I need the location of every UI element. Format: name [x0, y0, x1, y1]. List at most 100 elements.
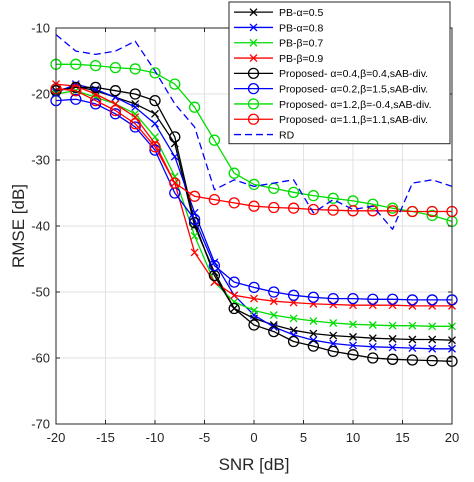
data-point — [89, 81, 102, 94]
legend-label: Proposed- α=0.2,β=1.5,sAB-div. — [279, 83, 428, 95]
data-point — [349, 320, 357, 329]
data-point — [89, 98, 102, 110]
data-point — [287, 186, 300, 198]
data-point — [208, 193, 221, 206]
data-point — [208, 134, 221, 146]
x-tick-label: -5 — [199, 430, 211, 445]
x-tick-label: 20 — [445, 430, 459, 445]
series-layer — [50, 34, 458, 367]
x-tick-label: -15 — [96, 430, 115, 445]
data-point — [70, 81, 82, 94]
x-tick-label: -20 — [47, 430, 66, 445]
data-point — [347, 349, 359, 361]
data-point — [228, 167, 240, 179]
legend-entry: RD — [234, 129, 295, 141]
data-point — [309, 336, 318, 345]
x-tick-label: 15 — [395, 430, 409, 445]
data-point — [388, 334, 397, 343]
x-tick-label: 5 — [300, 430, 307, 445]
x-tick-label: 10 — [346, 430, 360, 445]
data-point — [149, 67, 161, 79]
data-point — [287, 202, 300, 214]
y-tick-label: -40 — [31, 219, 50, 234]
data-point — [248, 178, 260, 191]
x-tick-label: -10 — [146, 430, 165, 445]
data-point — [307, 189, 320, 202]
series-9 — [55, 34, 453, 230]
data-point — [388, 321, 397, 330]
y-tick-label: -70 — [31, 417, 50, 432]
legend: PB-α=0.5 PB-α=0.8 PB-β=0.7 PB-β=0.9 Proposed… — [228, 1, 451, 145]
x-axis-label: SNR [dB] — [219, 455, 290, 474]
legend-label: PB-α=0.8 — [279, 22, 323, 34]
data-point — [386, 293, 399, 305]
data-point — [131, 103, 140, 112]
data-point — [149, 141, 161, 153]
legend-label: PB-α=0.5 — [279, 7, 323, 19]
data-point — [428, 322, 437, 331]
data-point — [367, 352, 379, 364]
data-point — [408, 344, 417, 353]
data-point — [408, 321, 417, 330]
data-point — [289, 314, 298, 323]
data-point — [406, 294, 419, 306]
data-point — [149, 94, 161, 107]
legend-entry: Proposed- α=0.4,β=0.4,sAB-div. — [234, 67, 428, 80]
data-point — [368, 301, 377, 310]
legend-marker — [249, 54, 258, 63]
data-point — [388, 301, 397, 310]
series-3 — [52, 86, 456, 331]
data-point — [386, 205, 399, 217]
data-point — [368, 342, 377, 351]
data-point — [70, 93, 82, 105]
data-point — [386, 202, 399, 214]
legend-entry: PB-β=0.9 — [234, 53, 323, 65]
data-point — [327, 192, 339, 204]
data-point — [386, 353, 399, 365]
data-point — [248, 281, 260, 294]
data-point — [327, 204, 339, 216]
legend-entry: PB-α=0.5 — [234, 7, 323, 19]
data-point — [109, 61, 122, 74]
data-point — [408, 335, 417, 344]
data-point — [329, 331, 338, 340]
data-point — [190, 248, 199, 257]
legend-label: PB-β=0.7 — [279, 38, 323, 50]
data-point — [309, 329, 318, 338]
data-point — [329, 339, 338, 348]
data-point — [228, 197, 240, 209]
legend-label: RD — [279, 129, 295, 141]
data-point — [228, 302, 240, 315]
legend-marker — [249, 38, 258, 47]
y-axis-label: RMSE [dB] — [9, 184, 28, 268]
data-point — [406, 354, 419, 366]
data-point — [89, 94, 102, 107]
series-5 — [50, 81, 458, 367]
x-tick-label: 0 — [250, 430, 257, 445]
data-point — [307, 291, 320, 303]
data-point — [428, 301, 437, 310]
legend-label: Proposed- α=1.1,β=1.1,sAB-div. — [279, 114, 428, 126]
data-point — [347, 292, 359, 305]
data-point — [329, 319, 338, 327]
axis-ticks: -20 -15 -10 -5 0 5 10 15 20-70-60-50-40-30-20-10 — [31, 21, 459, 446]
y-tick-label: -50 — [31, 285, 50, 300]
data-point — [388, 343, 397, 352]
y-tick-label: -20 — [31, 87, 50, 102]
data-point — [169, 78, 181, 90]
data-point — [367, 198, 379, 210]
data-point — [349, 332, 357, 341]
series-line — [55, 98, 452, 301]
data-point — [426, 209, 438, 222]
legend-label: Proposed- α=0.4,β=0.4,sAB-div. — [279, 68, 428, 80]
data-point — [268, 325, 280, 338]
data-point — [406, 205, 419, 218]
data-point — [208, 259, 221, 272]
data-point — [70, 85, 82, 97]
data-point — [368, 321, 377, 329]
legend-marker — [249, 8, 258, 17]
data-point — [426, 354, 438, 367]
series-line — [55, 34, 453, 230]
legend-entry: Proposed- α=1.1,β=1.1,sAB-div. — [234, 113, 428, 126]
data-point — [287, 335, 300, 348]
